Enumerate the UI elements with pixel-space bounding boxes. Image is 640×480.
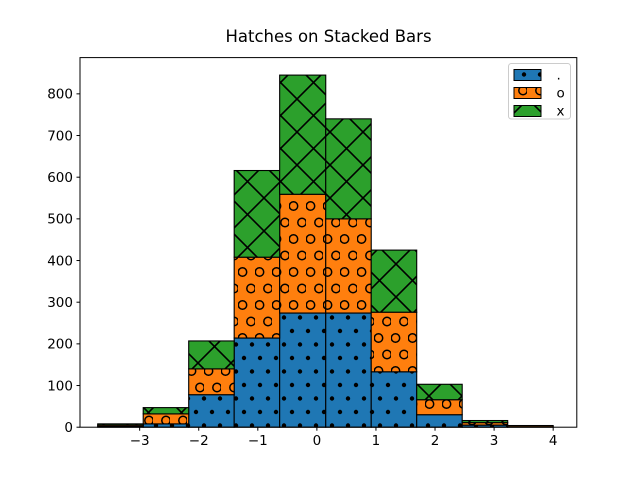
bar-segment-cross-bin7 xyxy=(370,249,418,313)
y-axis: 0 100 200 300 400 500 600 700 800 xyxy=(47,87,80,436)
y-tick-label: 400 xyxy=(47,253,73,269)
bar-segment-cross-bin1 xyxy=(97,423,144,426)
bar-segment-circle-bin7 xyxy=(370,311,418,373)
bar-segment-circle-bin10 xyxy=(507,424,554,428)
bar-segment-circle-bin5 xyxy=(279,193,327,314)
x-tick-label: 2 xyxy=(431,433,440,449)
y-tick-label: 800 xyxy=(47,87,73,103)
y-tick-label: 500 xyxy=(47,212,73,228)
bar-segment-cross-bin3 xyxy=(188,340,235,370)
chart-title: Hatches on Stacked Bars xyxy=(225,27,432,46)
x-tick-label: 1 xyxy=(372,433,381,449)
bar-segment-cross-bin2 xyxy=(142,407,190,415)
bar-segment-circle-bin8 xyxy=(416,399,463,416)
bar-segment-cross-bin6 xyxy=(325,118,372,220)
bar-segment-dot-bin6 xyxy=(325,312,372,428)
x-tick-label: 0 xyxy=(313,433,322,449)
bar-segment-cross-bin5 xyxy=(279,74,327,195)
bar-segment-cross-bin9 xyxy=(461,419,509,424)
x-tick-label: −3 xyxy=(130,433,150,449)
y-tick-label: 200 xyxy=(47,337,73,353)
bar-segment-circle-bin2 xyxy=(142,413,190,425)
bar-segment-cross-bin4 xyxy=(233,169,281,258)
x-tick-label: −1 xyxy=(248,433,268,449)
bar-segment-cross-bin8 xyxy=(416,383,463,401)
legend-item-cross: x xyxy=(513,103,565,119)
bar-segment-dot-bin8 xyxy=(416,414,463,428)
legend: . ox xyxy=(508,63,571,120)
axes-spines xyxy=(79,57,578,428)
bar-segment-circle-bin4 xyxy=(233,256,281,339)
bar-segment-circle-bin3 xyxy=(188,368,235,396)
legend-item-circle: o xyxy=(513,85,565,101)
y-tick-label: 100 xyxy=(47,378,73,394)
legend-swatch-cross-hatch xyxy=(513,105,542,117)
bar-segment-dot-bin5 xyxy=(279,312,327,428)
x-axis: −3 −2 −1 0 1 2 3 4 xyxy=(130,427,558,449)
y-tick-label: 300 xyxy=(47,295,73,311)
y-tick-label: 600 xyxy=(47,170,73,186)
bar-segment-dot-bin4 xyxy=(233,337,281,428)
legend-item-dot: . xyxy=(513,67,561,83)
x-tick-label: −2 xyxy=(189,433,209,449)
y-tick-label: 0 xyxy=(64,420,73,436)
x-tick-label: 4 xyxy=(549,433,558,449)
legend-swatch-dot-hatch xyxy=(513,69,542,81)
bars xyxy=(97,74,554,428)
x-tick-label: 3 xyxy=(490,433,499,449)
legend-label: o xyxy=(557,85,565,101)
bar-segment-dot-bin7 xyxy=(370,371,418,428)
legend-label: x xyxy=(557,103,565,119)
y-tick-label: 700 xyxy=(47,128,73,144)
bar-segment-dot-bin3 xyxy=(188,394,235,428)
bar-segment-circle-bin6 xyxy=(325,218,372,314)
legend-label: . xyxy=(557,67,561,83)
legend-swatch-circle-hatch xyxy=(513,87,542,99)
